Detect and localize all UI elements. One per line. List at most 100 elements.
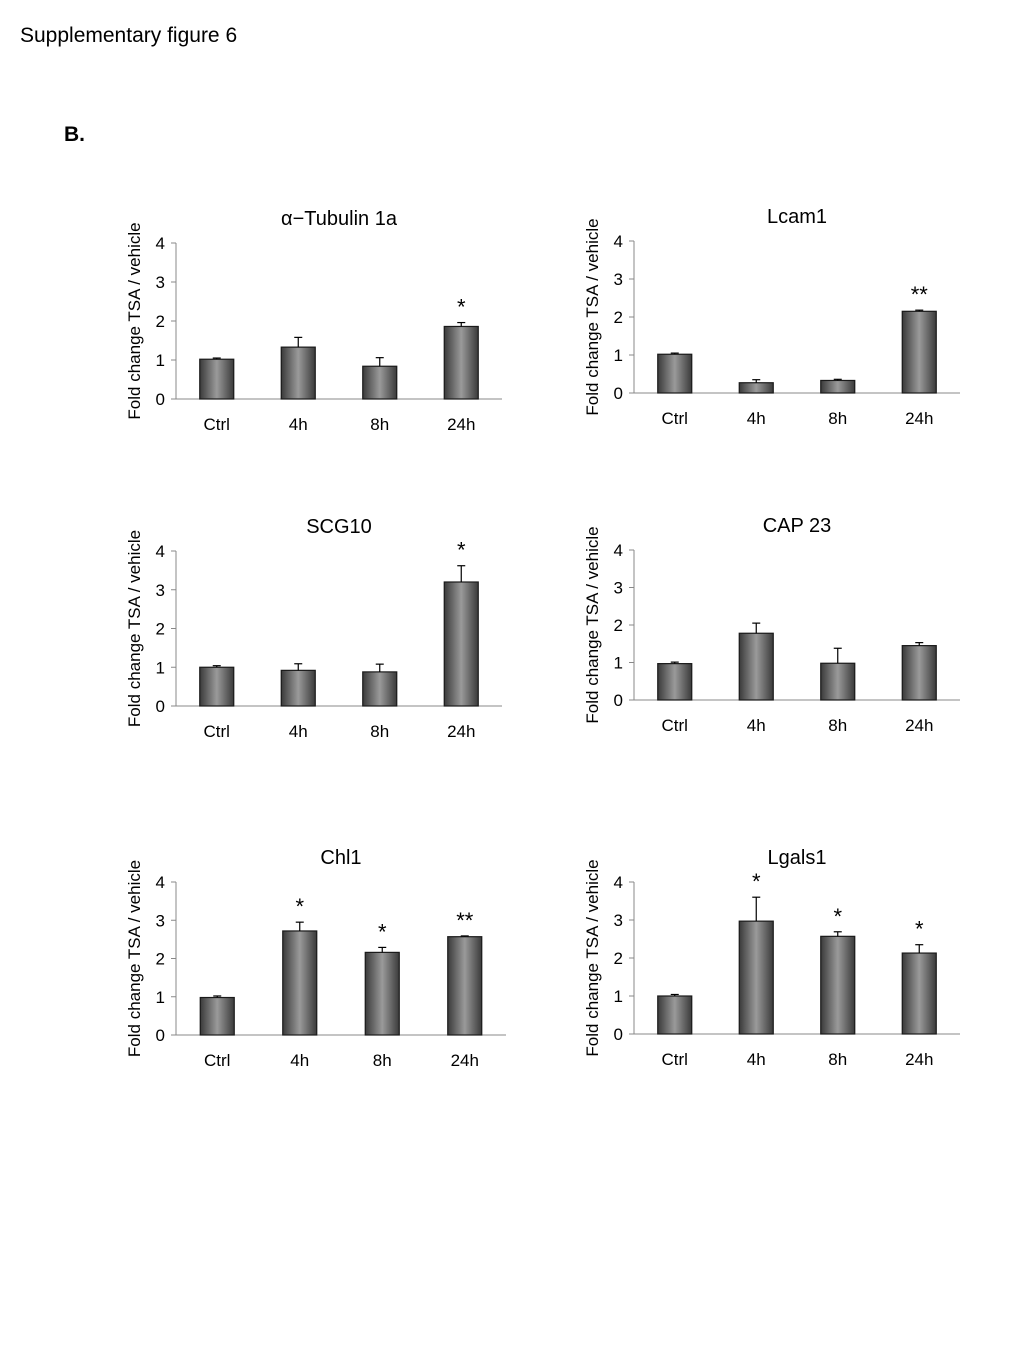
x-tick-label: Ctrl [204, 415, 230, 434]
chart-tubulin-1a: α−Tubulin 1a Fold change TSA / vehicle 0 1 2… [125, 208, 502, 434]
bar [820, 379, 856, 394]
bar [280, 669, 316, 707]
bar [901, 310, 937, 394]
y-tick-label: 2 [156, 620, 165, 639]
x-tick-label: 24h [447, 415, 475, 434]
page-title: Supplementary figure 6 [20, 24, 238, 47]
x-tick-label: Ctrl [204, 722, 230, 741]
significance-marker: * [457, 295, 466, 320]
y-tick-label: 4 [156, 234, 165, 253]
x-tick-label: 4h [747, 1050, 766, 1069]
bar [820, 935, 856, 1035]
bar [738, 632, 774, 701]
y-tick-label: 4 [156, 542, 165, 561]
y-axis-label: Fold change TSA / vehicle [583, 859, 602, 1056]
x-tick-label: 4h [289, 722, 308, 741]
y-tick-label: 1 [156, 351, 165, 370]
y-tick-label: 2 [156, 312, 165, 331]
y-tick-label: 2 [614, 616, 623, 635]
chart-title: Lgals1 [768, 847, 827, 869]
bar [199, 358, 235, 400]
y-tick-label: 0 [614, 691, 623, 710]
x-tick-label: 24h [905, 716, 933, 735]
y-tick-label: 1 [156, 988, 165, 1007]
significance-marker: ** [911, 282, 929, 307]
bar [280, 346, 316, 400]
y-tick-label: 0 [614, 1025, 623, 1044]
x-tick-label: Ctrl [662, 1050, 688, 1069]
y-tick-label: 0 [156, 697, 165, 716]
x-tick-label: 24h [447, 722, 475, 741]
y-tick-label: 3 [614, 911, 623, 930]
bar [443, 325, 479, 400]
x-tick-label: 24h [905, 1050, 933, 1069]
x-tick-label: 4h [747, 716, 766, 735]
bar [362, 365, 398, 400]
y-tick-label: 1 [614, 346, 623, 365]
x-tick-label: Ctrl [662, 409, 688, 428]
bar [443, 581, 479, 707]
x-tick-label: 4h [289, 415, 308, 434]
bar [657, 663, 693, 701]
bar [657, 995, 693, 1035]
bar [901, 645, 937, 701]
bar [738, 382, 774, 394]
x-tick-label: 8h [370, 415, 389, 434]
chart-title: α−Tubulin 1a [281, 208, 398, 230]
x-tick-label: 4h [747, 409, 766, 428]
significance-marker: ** [456, 908, 474, 933]
significance-marker: * [915, 917, 924, 942]
bar [362, 671, 398, 707]
x-tick-label: 4h [290, 1051, 309, 1070]
y-axis-label: Fold change TSA / vehicle [583, 526, 602, 723]
significance-marker: * [378, 919, 387, 944]
y-tick-label: 2 [614, 308, 623, 327]
chart-cap-23: CAP 23 Fold change TSA / vehicle 0 1 2 3 4 Ctrl… [583, 515, 960, 735]
x-tick-label: 8h [828, 1050, 847, 1069]
x-tick-label: 24h [451, 1051, 479, 1070]
chart-chl1: Chl1 Fold change TSA / vehicle 0 1 2 3 4 Ctrl * 4… [125, 847, 506, 1070]
bar [199, 666, 235, 707]
significance-marker: * [457, 538, 466, 563]
significance-marker: * [295, 894, 304, 919]
x-tick-label: 8h [373, 1051, 392, 1070]
chart-lcam1: Lcam1 Fold change TSA / vehicle 0 1 2 3 4 Ctrl 4… [583, 206, 960, 428]
y-tick-label: 1 [614, 654, 623, 673]
x-tick-label: Ctrl [204, 1051, 230, 1070]
y-tick-label: 4 [614, 873, 623, 892]
bar [738, 920, 774, 1035]
x-tick-label: Ctrl [662, 716, 688, 735]
y-tick-label: 2 [614, 949, 623, 968]
bar [447, 936, 483, 1036]
chart-title: Chl1 [320, 847, 361, 869]
chart-title: CAP 23 [763, 515, 832, 537]
y-axis-label: Fold change TSA / vehicle [125, 530, 144, 727]
chart-title: Lcam1 [767, 206, 827, 228]
y-tick-label: 0 [156, 1026, 165, 1045]
bar [820, 662, 856, 701]
x-tick-label: 8h [828, 409, 847, 428]
y-tick-label: 1 [156, 658, 165, 677]
bar [901, 952, 937, 1035]
y-tick-label: 3 [156, 911, 165, 930]
significance-marker: * [833, 904, 842, 929]
chart-scg10: SCG10 Fold change TSA / vehicle 0 1 2 3 4 Ctrl 4… [125, 516, 502, 741]
y-tick-label: 3 [614, 579, 623, 598]
panel-label: B. [64, 123, 85, 146]
y-tick-label: 3 [156, 273, 165, 292]
significance-marker: * [752, 869, 761, 894]
bar [199, 996, 235, 1036]
y-tick-label: 2 [156, 950, 165, 969]
y-axis-label: Fold change TSA / vehicle [125, 222, 144, 419]
chart-title: SCG10 [306, 516, 372, 538]
bar [282, 930, 318, 1036]
chart-lgals1: Lgals1 Fold change TSA / vehicle 0 1 2 3 4 Ctrl… [583, 847, 960, 1069]
bar [657, 353, 693, 394]
y-axis-label: Fold change TSA / vehicle [583, 218, 602, 415]
y-tick-label: 1 [614, 987, 623, 1006]
x-tick-label: 24h [905, 409, 933, 428]
y-tick-label: 4 [156, 873, 165, 892]
y-tick-label: 0 [614, 384, 623, 403]
y-axis-label: Fold change TSA / vehicle [125, 860, 144, 1057]
x-tick-label: 8h [370, 722, 389, 741]
